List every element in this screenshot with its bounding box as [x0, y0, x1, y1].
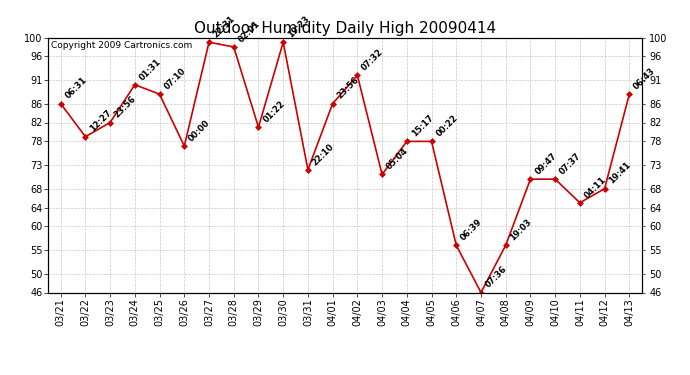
Text: 06:31: 06:31 — [63, 76, 88, 101]
Text: 19:41: 19:41 — [607, 160, 633, 186]
Text: 12:27: 12:27 — [88, 109, 113, 134]
Text: 04:11: 04:11 — [582, 175, 608, 200]
Text: 23:56: 23:56 — [335, 75, 361, 101]
Text: 09:47: 09:47 — [533, 151, 558, 176]
Text: Copyright 2009 Cartronics.com: Copyright 2009 Cartronics.com — [51, 41, 193, 50]
Text: 07:37: 07:37 — [558, 152, 583, 176]
Text: 00:22: 00:22 — [434, 113, 460, 139]
Text: 15:17: 15:17 — [410, 113, 435, 139]
Text: 01:31: 01:31 — [137, 57, 163, 82]
Text: 23:56: 23:56 — [113, 94, 138, 120]
Text: 07:36: 07:36 — [484, 265, 509, 290]
Text: 19:03: 19:03 — [509, 217, 533, 243]
Text: 02:01: 02:01 — [237, 19, 262, 44]
Text: 06:39: 06:39 — [459, 217, 484, 243]
Text: 22:31: 22:31 — [212, 14, 237, 39]
Text: 22:10: 22:10 — [310, 142, 336, 167]
Text: 07:10: 07:10 — [162, 66, 188, 92]
Text: 07:32: 07:32 — [360, 47, 385, 72]
Text: 06:43: 06:43 — [632, 66, 658, 92]
Title: Outdoor Humidity Daily High 20090414: Outdoor Humidity Daily High 20090414 — [194, 21, 496, 36]
Text: 05:04: 05:04 — [385, 147, 410, 172]
Text: 19:23: 19:23 — [286, 14, 311, 39]
Text: 00:00: 00:00 — [187, 118, 212, 143]
Text: 01:22: 01:22 — [262, 99, 286, 124]
